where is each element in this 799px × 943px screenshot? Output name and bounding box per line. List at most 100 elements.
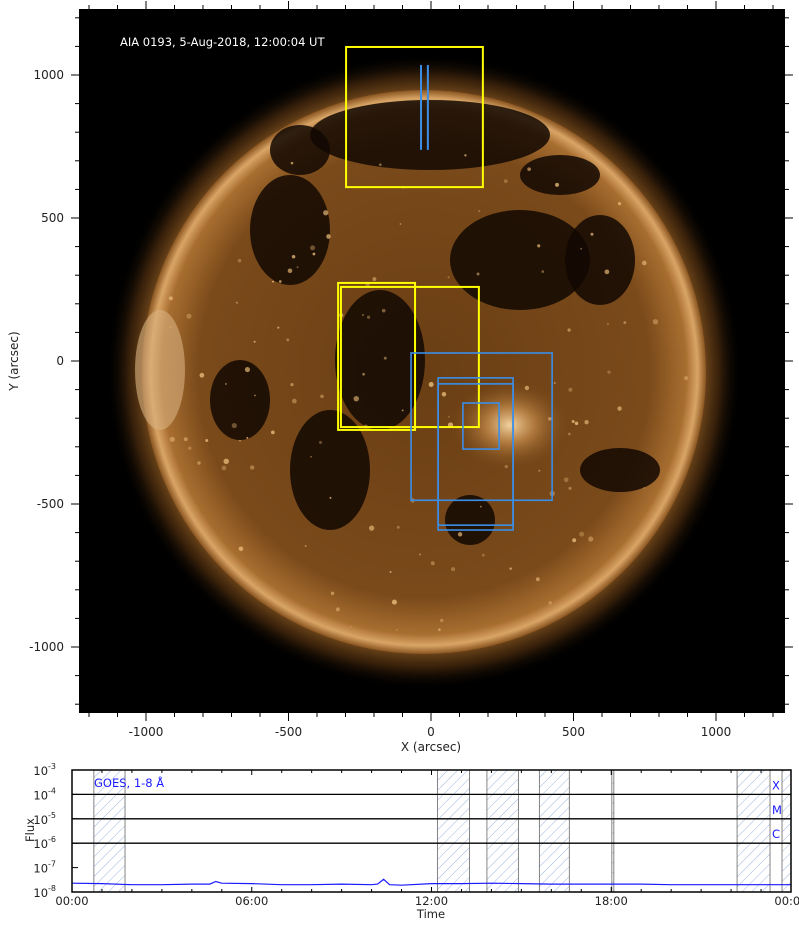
bright-point [254,394,256,397]
goes-flux-line [72,878,791,886]
y-tick-label: 1000 [33,68,64,82]
bright-point [563,477,569,483]
bright-points [168,154,689,631]
bright-point [312,252,316,256]
bright-point [652,319,659,325]
bright-point [464,154,467,157]
bright-point [330,591,335,596]
bright-point [372,277,377,282]
flare-class-lines: XMC [72,778,791,844]
y-tick-label: -500 [37,497,64,511]
sun-image [106,54,742,690]
bright-point [509,567,512,570]
bright-point [571,419,575,423]
bright-point [478,210,481,213]
bright-point [642,260,647,266]
flux-tick-label: 10-7 [33,860,56,876]
bright-point [290,383,294,387]
bright-point [481,553,485,557]
bright-point [326,234,331,239]
coronal-hole [310,100,550,170]
goes-axes: 00:00 06:00 12:00 18:00 00:00 10-3 10-4 10-5 10-… [33,762,799,908]
bright-point [353,395,360,402]
bright-point [291,254,296,259]
bright-point [524,385,530,391]
coronal-hole [270,125,330,175]
bright-point [643,486,646,489]
bright-point [391,599,397,605]
flux-tick-label: 10-6 [33,835,56,851]
bright-point [441,391,447,397]
bright-point [186,313,192,319]
coronal-hole [520,155,600,195]
bright-point [188,446,192,450]
bright-point [292,398,297,404]
bright-point [244,366,251,373]
bright-point [290,161,294,165]
bright-point [310,245,316,251]
y-tick-label: 500 [41,211,64,225]
shaded-interval [736,769,771,893]
bright-point [476,272,480,276]
bright-point [617,406,622,411]
bright-point [541,270,545,273]
bright-point [451,567,456,572]
x-axis-label: X (arcsec) [401,740,461,754]
y-axis-label: Y (arcsec) [7,331,21,391]
box-overlays [337,45,553,531]
bright-point [246,436,249,439]
bright-point [168,296,173,301]
bright-point [401,409,404,412]
flux-tick-label: 10-4 [33,786,56,802]
bright-point [399,223,402,225]
goes-y-axis-label: Flux [23,818,37,842]
bright-point [430,561,435,566]
bright-point [362,372,365,376]
coronal-hole [580,448,660,492]
goes-x-axis-label: Time [416,907,445,921]
bright-point [535,577,540,582]
image-axes: -1000 -500 0 500 1000 1000 500 0 -500 -1000 [29,1,793,739]
bright-point [310,455,312,458]
bright-point [239,439,241,442]
x-tick-label: -500 [275,725,302,739]
x-tick-label: 0 [427,725,435,739]
bright-point [623,321,627,325]
coronal-hole [445,495,495,545]
bright-point [169,436,175,442]
bright-point [221,465,227,471]
bright-point [504,464,509,469]
bright-point [418,553,421,556]
bright-point [448,415,451,418]
bright-point [238,546,244,552]
bright-point [366,315,371,319]
bright-point [183,437,188,442]
bright-point [555,182,559,187]
bright-point [231,422,237,429]
bright-point [567,328,571,332]
shaded-intervals [93,769,792,893]
shaded-interval [437,769,470,893]
time-tick-label: 18:00 [595,894,628,908]
blue-box [462,402,500,450]
bright-point [381,308,386,313]
bright-point [580,247,583,250]
coronal-hole [335,290,425,430]
bright-point [199,372,205,378]
goes-legend: GOES, 1-8 Å [94,775,164,790]
bright-point [438,628,441,631]
time-tick-label: 06:00 [235,894,268,908]
shaded-interval [781,769,792,893]
coronal-hole [210,360,270,440]
bright-point [537,244,541,248]
bright-point [568,387,573,392]
x-tick-label: 500 [562,725,585,739]
time-tick-label: 00:00 [55,894,88,908]
bright-point [318,440,323,445]
bright-point [607,323,609,326]
bright-point [205,438,209,442]
bright-point [548,601,552,605]
bright-point [527,167,531,172]
bright-point [568,486,572,491]
